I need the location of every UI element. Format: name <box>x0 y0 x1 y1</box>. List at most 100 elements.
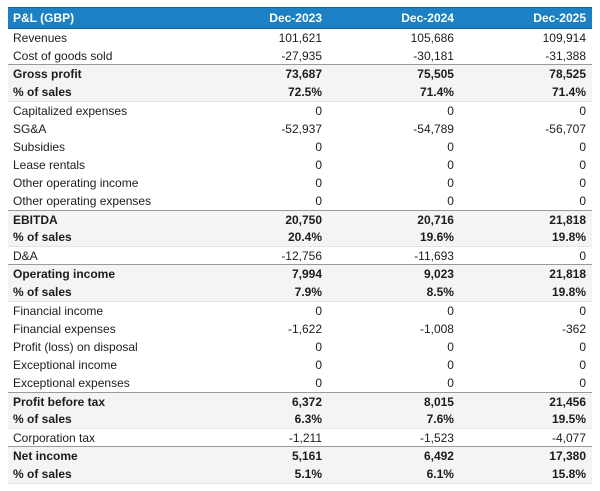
cell-value: 0 <box>328 337 460 356</box>
cell-value: 71.4% <box>328 83 460 102</box>
cell-value: -1,523 <box>328 428 460 447</box>
pnl-table: P&L (GBP) Dec-2023 Dec-2024 Dec-2025 Reven… <box>8 7 592 484</box>
cell-value: 0 <box>328 192 460 211</box>
cell-value: 0 <box>459 155 592 174</box>
cell-value: -1,211 <box>196 428 329 447</box>
table-row: Exceptional expenses 0 0 0 <box>8 374 592 393</box>
header-row: P&L (GBP) Dec-2023 Dec-2024 Dec-2025 <box>8 7 592 29</box>
row-label: % of sales <box>8 283 197 302</box>
table-row: Lease rentals 0 0 0 <box>8 155 592 174</box>
cell-value: 72.5% <box>196 83 329 102</box>
cell-value: 7.6% <box>328 410 460 430</box>
cell-value: 8,015 <box>328 391 460 411</box>
cell-value: 0 <box>196 155 329 174</box>
cell-value: 19.6% <box>328 228 460 248</box>
cell-value: 73,687 <box>196 64 329 84</box>
cell-value: 6.3% <box>196 410 329 430</box>
cell-value: -54,789 <box>328 119 460 138</box>
column-header: Dec-2023 <box>196 7 329 29</box>
cell-value: 0 <box>459 337 592 356</box>
row-label: SG&A <box>8 119 197 138</box>
table-row: Corporation tax -1,211 -1,523 -4,077 <box>8 428 592 447</box>
cell-value: -1,008 <box>328 319 460 338</box>
cell-value: 0 <box>328 101 460 120</box>
cell-value: 0 <box>328 174 460 193</box>
cell-value: 75,505 <box>328 64 460 84</box>
row-label: Exceptional income <box>8 355 197 375</box>
cell-value: -4,077 <box>459 428 592 447</box>
row-label: Profit (loss) on disposal <box>8 337 197 356</box>
cell-value: 0 <box>459 355 592 375</box>
row-label: Other operating expenses <box>8 192 197 211</box>
table-row: Cost of goods sold -27,935 -30,181 -31,388 <box>8 46 592 65</box>
row-label: Subsidies <box>8 137 197 156</box>
table-row: % of sales 72.5% 71.4% 71.4% <box>8 83 592 102</box>
cell-value: 21,456 <box>459 391 592 411</box>
cell-value: 9,023 <box>328 264 460 284</box>
table-row: D&A -12,756 -11,693 0 <box>8 246 592 265</box>
cell-value: 19.5% <box>459 410 592 430</box>
table-row: Operating income 7,994 9,023 21,818 <box>8 264 592 284</box>
cell-value: 21,818 <box>459 264 592 284</box>
column-header: Dec-2025 <box>459 7 592 29</box>
cell-value: 0 <box>328 137 460 156</box>
row-label: % of sales <box>8 465 197 484</box>
table-row: Financial expenses -1,622 -1,008 -362 <box>8 319 592 338</box>
column-header: Dec-2024 <box>328 7 460 29</box>
cell-value: -52,937 <box>196 119 329 138</box>
cell-value: 0 <box>196 355 329 375</box>
table-row: SG&A -52,937 -54,789 -56,707 <box>8 119 592 138</box>
cell-value: 0 <box>196 301 329 320</box>
cell-value: 0 <box>328 374 460 393</box>
cell-value: 0 <box>459 174 592 193</box>
table-row: % of sales 7.9% 8.5% 19.8% <box>8 283 592 302</box>
cell-value: 17,380 <box>459 446 592 465</box>
table-row: Subsidies 0 0 0 <box>8 137 592 156</box>
cell-value: 20,750 <box>196 209 329 229</box>
row-label: Lease rentals <box>8 155 197 174</box>
cell-value: 0 <box>459 137 592 156</box>
row-label: Revenues <box>8 28 197 47</box>
cell-value: 20,716 <box>328 209 460 229</box>
cell-value: -1,622 <box>196 319 329 338</box>
cell-value: -31,388 <box>459 46 592 65</box>
table-row: % of sales 6.3% 7.6% 19.5% <box>8 410 592 430</box>
table-row: Exceptional income 0 0 0 <box>8 355 592 375</box>
row-label: Financial income <box>8 301 197 320</box>
cell-value: -30,181 <box>328 46 460 65</box>
cell-value: 0 <box>328 301 460 320</box>
cell-value: 0 <box>196 174 329 193</box>
table-row: Other operating income 0 0 0 <box>8 174 592 193</box>
cell-value: 0 <box>459 192 592 211</box>
cell-value: -362 <box>459 319 592 338</box>
cell-value: 19.8% <box>459 228 592 248</box>
cell-value: 0 <box>459 101 592 120</box>
cell-value: 5.1% <box>196 465 329 484</box>
row-label: Exceptional expenses <box>8 374 197 393</box>
row-label: EBITDA <box>8 209 197 229</box>
cell-value: 0 <box>196 192 329 211</box>
cell-value: 0 <box>459 301 592 320</box>
cell-value: 0 <box>196 337 329 356</box>
row-label: Net income <box>8 446 197 465</box>
cell-value: 6.1% <box>328 465 460 484</box>
row-label: Other operating income <box>8 174 197 193</box>
row-label: Profit before tax <box>8 391 197 411</box>
row-label: % of sales <box>8 410 197 430</box>
table-row: Financial income 0 0 0 <box>8 301 592 320</box>
cell-value: 6,492 <box>328 446 460 465</box>
table-row: Net income 5,161 6,492 17,380 <box>8 446 592 465</box>
row-label: Corporation tax <box>8 428 197 447</box>
cell-value: 6,372 <box>196 391 329 411</box>
row-label: Operating income <box>8 264 197 284</box>
cell-value: 0 <box>196 101 329 120</box>
cell-value: 78,525 <box>459 64 592 84</box>
cell-value: -12,756 <box>196 246 329 265</box>
cell-value: 7.9% <box>196 283 329 302</box>
cell-value: 20.4% <box>196 228 329 248</box>
row-label: % of sales <box>8 83 197 102</box>
cell-value: 105,686 <box>328 28 460 47</box>
cell-value: 8.5% <box>328 283 460 302</box>
cell-value: 0 <box>459 246 592 265</box>
table-row: Capitalized expenses 0 0 0 <box>8 101 592 120</box>
